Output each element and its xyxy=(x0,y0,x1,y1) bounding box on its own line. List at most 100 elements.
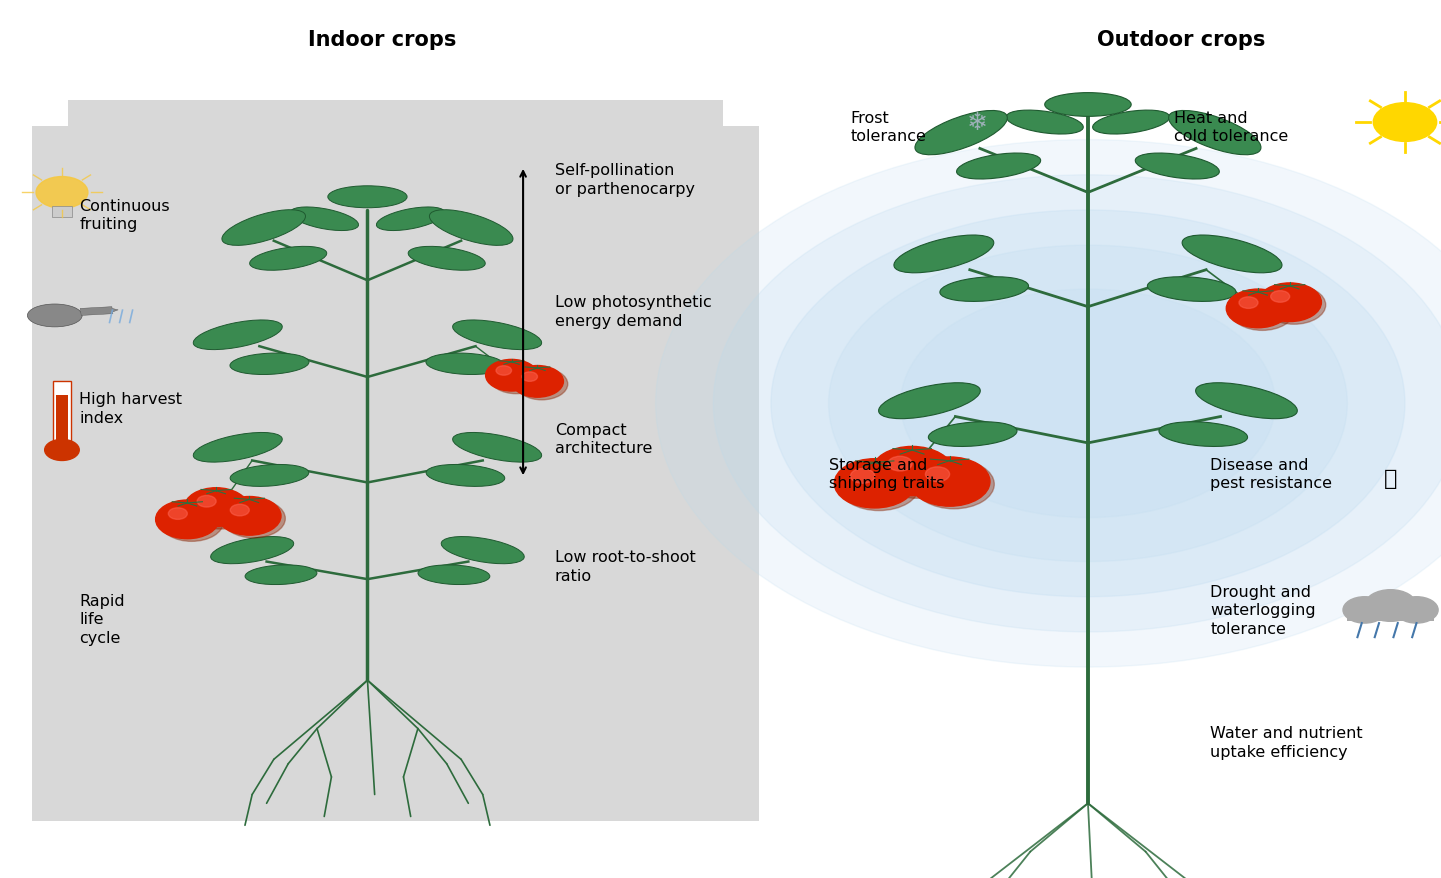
Circle shape xyxy=(771,211,1405,597)
Ellipse shape xyxy=(1092,111,1170,135)
Bar xyxy=(32,101,68,127)
Bar xyxy=(56,395,68,442)
Bar xyxy=(53,382,71,443)
Text: Disease and
pest resistance: Disease and pest resistance xyxy=(1210,457,1333,491)
Ellipse shape xyxy=(957,154,1040,180)
Circle shape xyxy=(876,450,957,499)
Circle shape xyxy=(1239,298,1258,309)
Text: Water and nutrient
uptake efficiency: Water and nutrient uptake efficiency xyxy=(1210,725,1363,759)
Ellipse shape xyxy=(231,465,308,486)
FancyArrow shape xyxy=(81,307,118,316)
Circle shape xyxy=(834,459,915,508)
Circle shape xyxy=(909,457,990,507)
Ellipse shape xyxy=(193,320,282,350)
Circle shape xyxy=(222,500,285,538)
Circle shape xyxy=(850,469,875,484)
Circle shape xyxy=(496,366,512,376)
Ellipse shape xyxy=(210,537,294,564)
Ellipse shape xyxy=(222,211,305,246)
Circle shape xyxy=(218,497,281,536)
Ellipse shape xyxy=(429,211,513,246)
Circle shape xyxy=(1271,291,1290,303)
Ellipse shape xyxy=(1196,384,1297,419)
Text: Heat and
cold tolerance: Heat and cold tolerance xyxy=(1174,111,1288,144)
Ellipse shape xyxy=(928,422,1017,447)
Text: Compact
architecture: Compact architecture xyxy=(555,422,653,456)
Circle shape xyxy=(1365,590,1417,622)
Ellipse shape xyxy=(1045,94,1131,117)
Circle shape xyxy=(1262,286,1326,325)
Ellipse shape xyxy=(245,565,317,585)
Ellipse shape xyxy=(427,465,504,486)
Circle shape xyxy=(872,447,953,496)
Circle shape xyxy=(490,363,542,394)
Circle shape xyxy=(656,140,1441,667)
Ellipse shape xyxy=(893,236,994,273)
Ellipse shape xyxy=(290,208,359,231)
Text: Indoor crops: Indoor crops xyxy=(308,30,455,49)
Ellipse shape xyxy=(27,305,82,327)
Circle shape xyxy=(512,366,563,398)
Ellipse shape xyxy=(452,320,542,350)
Ellipse shape xyxy=(231,354,308,375)
Text: High harvest
index: High harvest index xyxy=(79,392,182,425)
Circle shape xyxy=(1373,104,1437,142)
Ellipse shape xyxy=(1159,422,1248,447)
Ellipse shape xyxy=(1136,154,1219,180)
Circle shape xyxy=(1258,284,1321,322)
FancyBboxPatch shape xyxy=(32,101,759,821)
Circle shape xyxy=(1395,597,1438,623)
Ellipse shape xyxy=(441,537,525,564)
Circle shape xyxy=(901,290,1275,518)
Ellipse shape xyxy=(427,354,504,375)
Circle shape xyxy=(516,369,568,400)
Bar xyxy=(723,101,759,127)
Ellipse shape xyxy=(1006,111,1084,135)
Ellipse shape xyxy=(408,247,486,271)
Ellipse shape xyxy=(418,565,490,585)
Text: Low photosynthetic
energy demand: Low photosynthetic energy demand xyxy=(555,295,712,328)
Ellipse shape xyxy=(327,187,406,208)
Circle shape xyxy=(36,177,88,209)
Ellipse shape xyxy=(1182,236,1282,273)
Circle shape xyxy=(160,503,223,542)
Text: Drought and
waterlogging
tolerance: Drought and waterlogging tolerance xyxy=(1210,584,1316,637)
Ellipse shape xyxy=(1147,277,1236,302)
Circle shape xyxy=(45,440,79,461)
Circle shape xyxy=(839,462,919,511)
Ellipse shape xyxy=(915,112,1007,155)
Text: Outdoor crops: Outdoor crops xyxy=(1098,30,1265,49)
Bar xyxy=(1347,608,1434,622)
Circle shape xyxy=(486,360,537,392)
Text: Continuous
fruiting: Continuous fruiting xyxy=(79,198,170,232)
Bar xyxy=(52,207,72,218)
Ellipse shape xyxy=(452,433,542,463)
Text: Self-pollination
or parthenocarpy: Self-pollination or parthenocarpy xyxy=(555,163,695,197)
Ellipse shape xyxy=(376,208,445,231)
Ellipse shape xyxy=(193,433,282,463)
Circle shape xyxy=(1231,292,1294,331)
Circle shape xyxy=(197,496,216,507)
Ellipse shape xyxy=(940,277,1029,302)
Circle shape xyxy=(522,372,537,382)
Text: Frost
tolerance: Frost tolerance xyxy=(850,111,927,144)
Circle shape xyxy=(184,488,248,527)
Circle shape xyxy=(169,508,187,520)
Ellipse shape xyxy=(879,384,980,419)
Circle shape xyxy=(156,500,219,539)
Circle shape xyxy=(1343,597,1386,623)
Circle shape xyxy=(1226,290,1290,328)
Text: Rapid
life
cycle: Rapid life cycle xyxy=(79,593,125,645)
Circle shape xyxy=(189,491,252,529)
Ellipse shape xyxy=(249,247,327,271)
Circle shape xyxy=(888,457,912,471)
Circle shape xyxy=(829,246,1347,562)
Circle shape xyxy=(231,505,249,516)
Text: Low root-to-shoot
ratio: Low root-to-shoot ratio xyxy=(555,550,696,583)
Text: 🦗: 🦗 xyxy=(1383,469,1398,488)
Text: ❄: ❄ xyxy=(967,111,987,135)
Circle shape xyxy=(914,460,994,509)
Text: Storage and
shipping traits: Storage and shipping traits xyxy=(829,457,944,491)
Circle shape xyxy=(713,176,1441,632)
Circle shape xyxy=(925,467,950,482)
